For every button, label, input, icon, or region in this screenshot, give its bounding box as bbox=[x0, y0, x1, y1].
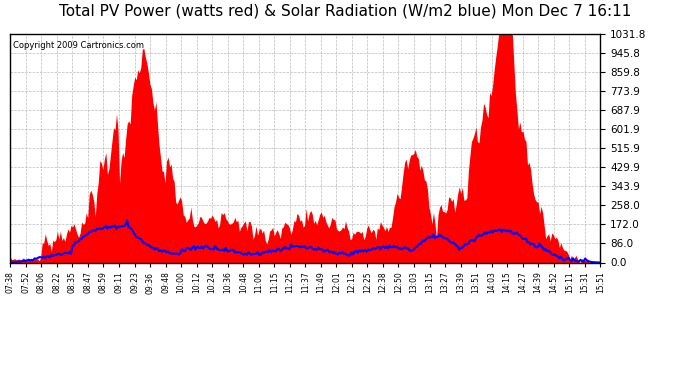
Text: Copyright 2009 Cartronics.com: Copyright 2009 Cartronics.com bbox=[13, 40, 144, 50]
Text: Total PV Power (watts red) & Solar Radiation (W/m2 blue) Mon Dec 7 16:11: Total PV Power (watts red) & Solar Radia… bbox=[59, 4, 631, 19]
